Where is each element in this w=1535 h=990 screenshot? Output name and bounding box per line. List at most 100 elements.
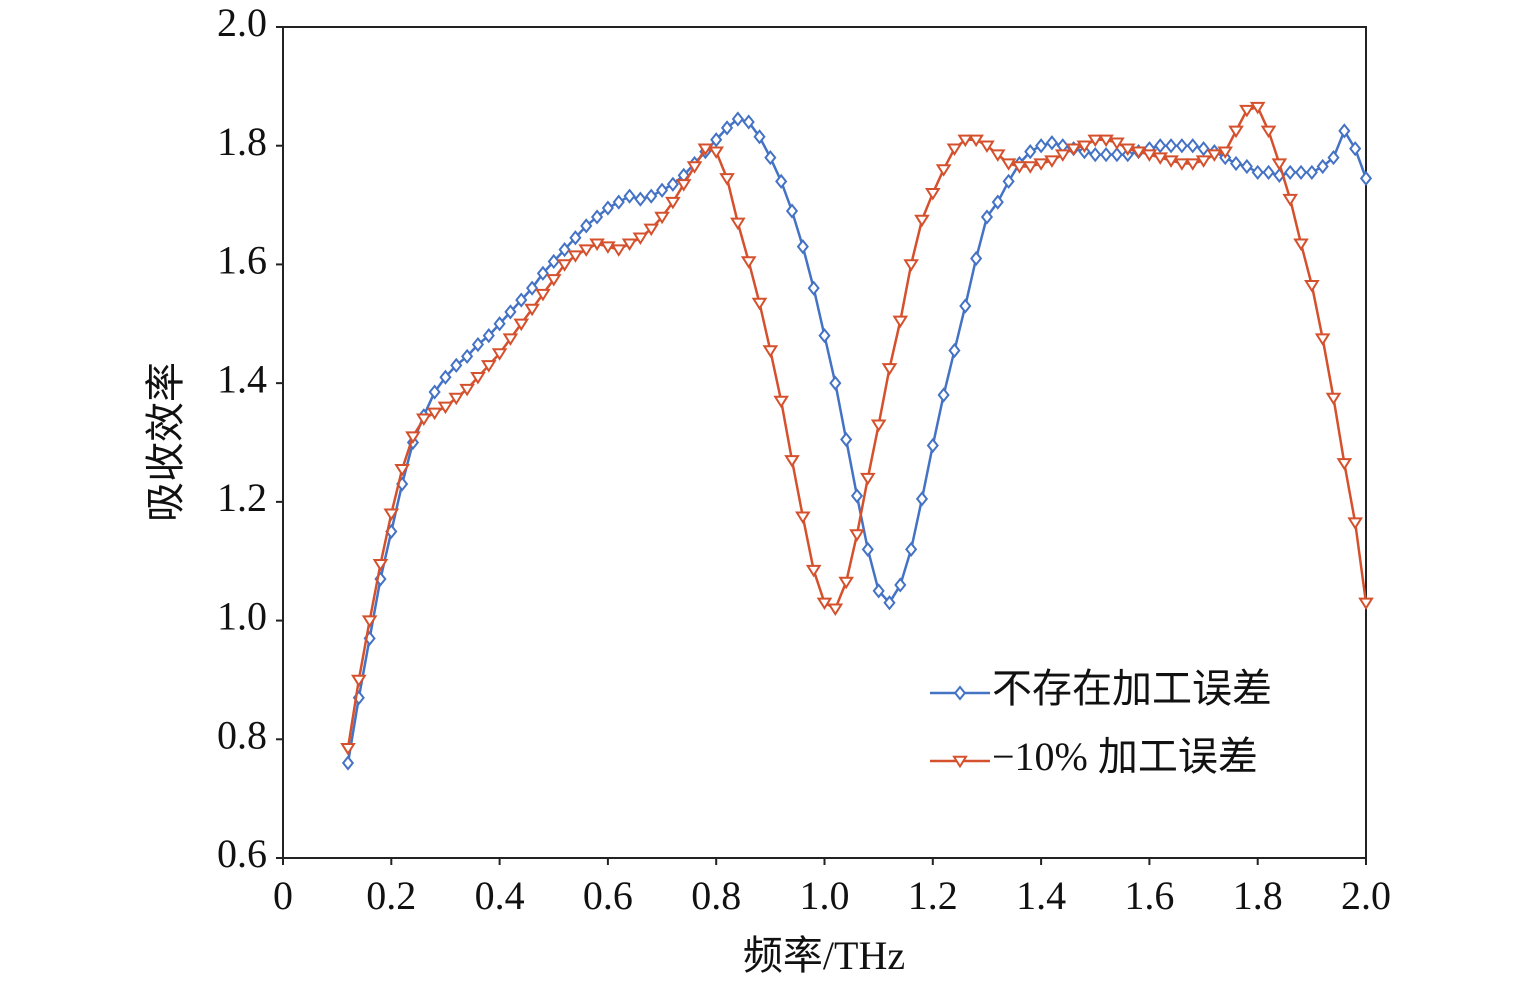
marker [872,583,885,599]
marker [1228,125,1244,139]
marker [708,146,725,159]
marker [415,413,432,427]
marker [437,401,454,415]
legend-label: −10% 加工误差 [992,734,1258,779]
marker [1358,597,1374,611]
marker [1229,155,1243,172]
marker [1197,141,1210,157]
marker [645,188,658,204]
marker [610,244,627,257]
marker [870,419,887,432]
marker [1002,173,1015,189]
marker [643,223,660,237]
marker [1076,140,1093,154]
marker [1024,144,1037,160]
x-tick-label: 0.8 [691,873,741,918]
marker [634,191,647,207]
marker [903,259,919,272]
x-tick-label: 0.2 [366,873,416,918]
marker [785,203,799,219]
marker [461,348,474,365]
marker [655,182,669,198]
marker [1098,134,1114,148]
marker [450,357,463,373]
marker [1347,517,1363,530]
marker [740,256,757,269]
marker [1033,158,1049,171]
marker [1338,123,1351,139]
marker [730,217,746,231]
marker [1164,138,1178,154]
marker [1022,161,1039,174]
marker [1284,164,1297,181]
marker [372,558,389,572]
marker [1065,143,1082,156]
marker [536,265,550,281]
marker [1206,149,1223,162]
marker [818,328,831,344]
marker [361,615,378,628]
marker [1011,161,1028,174]
marker [1154,138,1167,154]
marker [491,348,508,361]
y-tick-label: 1.2 [217,475,267,520]
marker [795,511,811,524]
marker [459,383,475,397]
marker [513,318,530,332]
marker [784,455,800,468]
marker [1195,155,1212,168]
marker [632,232,649,246]
marker [470,372,486,385]
marker [665,196,681,210]
marker [545,274,562,287]
y-axis-label: 吸收效率 [143,362,188,522]
marker [1152,152,1169,165]
marker [569,230,582,246]
marker [1217,146,1234,159]
marker [838,576,854,590]
marker [589,238,605,251]
marker [600,241,616,254]
marker [742,114,755,130]
marker [590,209,604,225]
x-axis-label: 频率/THz [743,933,905,978]
marker [751,297,768,311]
marker [535,288,551,302]
marker [1130,146,1147,159]
marker [341,755,355,771]
marker [394,464,410,477]
marker [612,194,625,210]
marker [935,164,952,177]
x-tick-label: 0.4 [475,873,525,918]
marker [946,143,963,156]
marker [1294,164,1308,181]
marker [979,140,995,154]
marker [1314,333,1331,346]
marker [924,188,941,201]
marker [1249,101,1266,115]
marker [351,674,367,688]
marker [720,120,734,136]
marker [1240,158,1253,175]
marker [471,336,485,353]
marker [621,238,638,251]
marker [989,149,1006,162]
marker [1325,392,1342,406]
marker [1175,138,1188,154]
marker [849,529,865,542]
marker [1119,143,1136,156]
series-line [346,105,1368,749]
marker [764,149,777,166]
marker [1000,158,1017,171]
marker [948,342,961,359]
marker [697,143,714,156]
y-tick-label: 1.6 [217,238,267,283]
marker [881,363,898,376]
marker [894,577,907,593]
marker [1316,158,1329,175]
marker [1054,149,1071,162]
marker [1304,280,1320,293]
marker [762,345,779,358]
marker [827,603,844,616]
marker [952,755,968,769]
